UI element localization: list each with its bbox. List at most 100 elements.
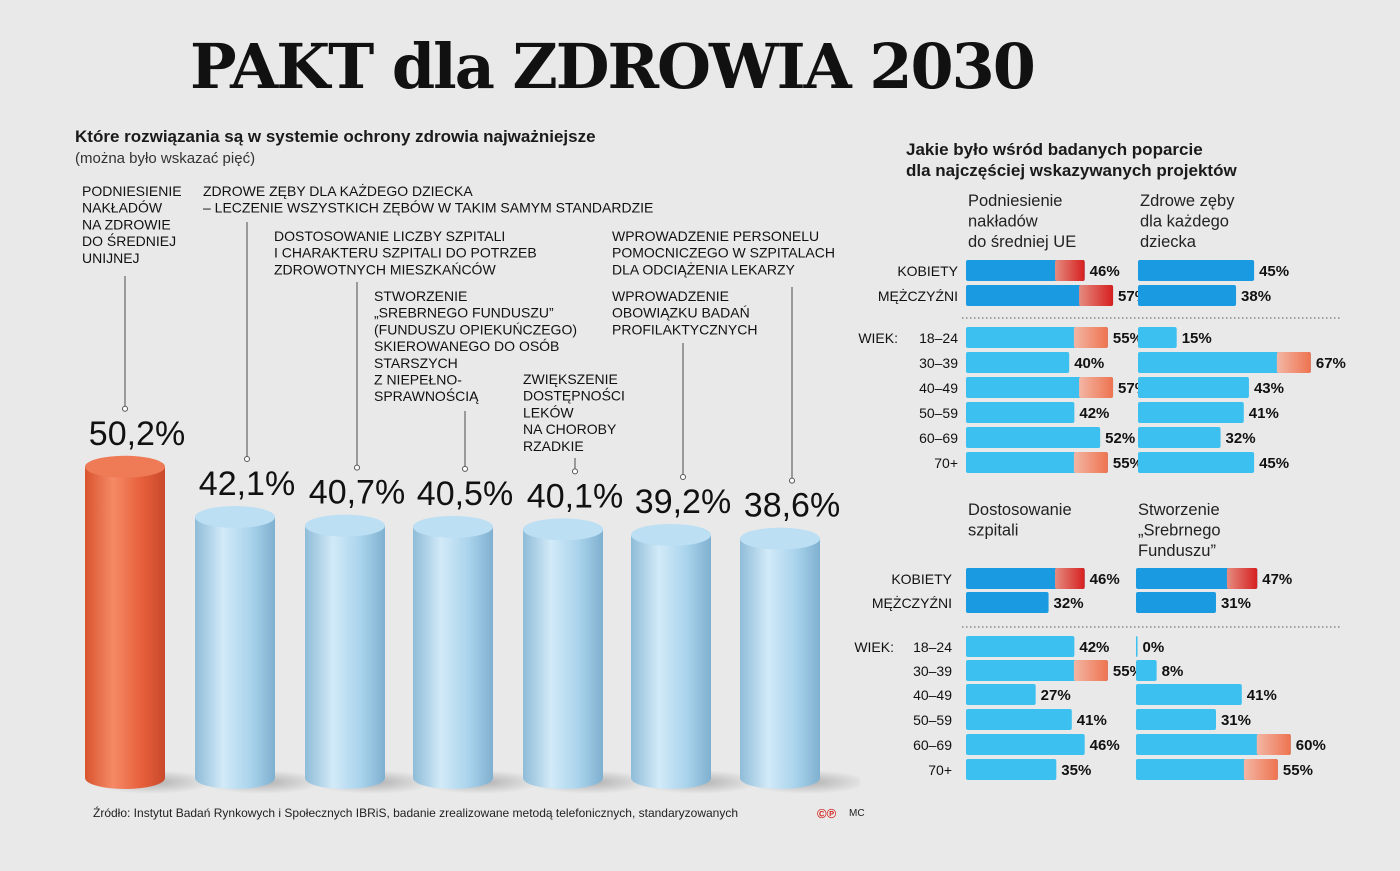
row-label: 60–69: [913, 737, 952, 753]
category-label-line: DOSTOSOWANIE LICZBY SZPITALI: [274, 228, 505, 244]
row-label: 40–49: [913, 687, 952, 703]
panel-title-line: Zdrowe zęby: [1140, 192, 1235, 210]
support-bar: [1136, 709, 1216, 730]
row-label: 70+: [928, 762, 952, 778]
category-label-line: PODNIESIENIE: [82, 183, 182, 199]
support-value-label: 41%: [1247, 687, 1277, 704]
support-bar: [1136, 592, 1216, 613]
row-label: 40–49: [919, 380, 958, 396]
row-label: 30–39: [913, 663, 952, 679]
leader-dot: [354, 464, 360, 471]
support-bar: [966, 592, 1049, 613]
support-value-label: 43%: [1254, 380, 1284, 397]
source-note: Źródło: Instytut Badań Rynkowych i Społe…: [93, 806, 739, 820]
support-bar: [1136, 684, 1242, 705]
bar-top: [523, 518, 603, 541]
support-value-label: 46%: [1090, 737, 1120, 754]
support-value-label: 46%: [1090, 571, 1120, 588]
bar: [85, 466, 165, 789]
support-value-label: 8%: [1162, 663, 1184, 680]
support-bar: [1136, 568, 1258, 589]
category-label-line: STWORZENIE: [374, 288, 467, 304]
support-value-label: 60%: [1296, 737, 1326, 754]
bar-group-2: 42,1% ZDROWE ZĘBY DLA KAŻDEGO DZIECKA– LE…: [195, 182, 653, 794]
support-bar: [1136, 734, 1291, 755]
panel-title-line: Stworzenie: [1138, 501, 1220, 519]
panel-title-line: Dostosowanie: [968, 501, 1072, 519]
panel-title-line: do średniej UE: [968, 233, 1076, 251]
category-label-line: POMOCNICZEGO W SZPITALACH: [612, 245, 835, 261]
support-value-label: 55%: [1113, 455, 1143, 472]
row-label: MĘŻCZYŹNI: [872, 594, 952, 611]
support-value-label: 38%: [1241, 288, 1271, 305]
support-value-label: 40%: [1074, 355, 1104, 372]
support-value-label: 57%: [1118, 288, 1148, 305]
support-bar: [966, 327, 1108, 348]
panel-title-line: „Srebrnego: [1138, 522, 1221, 540]
bar: [305, 525, 385, 789]
support-bar: [966, 402, 1075, 423]
bar-top: [631, 523, 711, 546]
category-label-line: PROFILAKTYCZNYCH: [612, 321, 757, 337]
category-label-line: RZADKIE: [523, 438, 584, 454]
support-value-label: 45%: [1259, 455, 1289, 472]
bar-top: [413, 515, 493, 538]
category-label-line: Z NIEPEŁNO-: [374, 372, 462, 388]
support-bar: [1138, 377, 1249, 398]
age-prefix-label: WIEK:: [858, 330, 898, 346]
support-value-label: 42%: [1079, 405, 1109, 422]
support-bar-highlight: [1073, 327, 1108, 348]
support-bar: [966, 377, 1114, 398]
support-bar-highlight: [1256, 734, 1291, 755]
support-bar-highlight: [1073, 660, 1108, 681]
bar: [195, 516, 275, 789]
panel-title-line: Podniesienie: [968, 192, 1063, 210]
category-label-line: LEKÓW: [523, 404, 574, 420]
support-value-label: 32%: [1226, 430, 1256, 447]
support-value-label: 55%: [1283, 762, 1313, 779]
right-section-title: Jakie było wśród badanych poparcie dla n…: [906, 139, 1237, 181]
panel-title-line: dla każdego: [1140, 213, 1229, 231]
category-label-line: I CHARAKTERU SZPITALI DO POTRZEB: [274, 245, 537, 261]
bar-group-4: 40,5% STWORZENIE„SREBRNEGO FUNDUSZU”(FUND…: [374, 288, 577, 794]
panel-title-line: Funduszu”: [1138, 542, 1216, 560]
support-bar: [966, 660, 1108, 681]
support-bar: [1136, 759, 1278, 780]
support-bar: [966, 285, 1114, 306]
support-bar: [966, 568, 1085, 589]
value-label: 40,1%: [527, 477, 623, 515]
publisher-logo: ©℗: [817, 806, 837, 821]
category-label-line: SPRAWNOŚCIĄ: [374, 387, 479, 404]
support-value-label: 31%: [1221, 595, 1251, 612]
row-label: KOBIETY: [897, 263, 958, 279]
author-initials: MC: [849, 808, 865, 819]
category-label-line: (FUNDUSZU OPIEKUŃCZEGO): [374, 321, 577, 337]
support-bar: [1136, 636, 1138, 657]
support-value-label: 41%: [1249, 405, 1279, 422]
bar-top: [85, 455, 165, 478]
support-bar: [1138, 402, 1244, 423]
category-label-line: WPROWADZENIE PERSONELU: [612, 228, 819, 244]
support-value-label: 32%: [1054, 595, 1084, 612]
leader-dot: [462, 465, 468, 472]
category-label-line: DLA ODCIĄŻENIA LEKARZY: [612, 260, 795, 277]
category-label-line: NAKŁADÓW: [82, 200, 163, 216]
support-value-label: 47%: [1262, 571, 1292, 588]
age-prefix-label: WIEK:: [854, 639, 894, 655]
panel-title-line: szpitali: [968, 522, 1018, 540]
category-label-line: ZDROWOTNYCH MIESZKAŃCÓW: [274, 261, 496, 277]
support-bar: [1138, 452, 1255, 473]
support-bar: [966, 352, 1070, 373]
support-bar-highlight: [1226, 568, 1258, 589]
support-bar: [966, 427, 1101, 448]
row-label: KOBIETY: [891, 571, 952, 587]
value-label: 38,6%: [744, 487, 840, 525]
leader-dot: [572, 468, 578, 475]
value-label: 39,2%: [635, 483, 731, 521]
support-bar-highlight: [1055, 568, 1085, 589]
main-question-note: (można było wskazać pięć): [75, 150, 256, 167]
